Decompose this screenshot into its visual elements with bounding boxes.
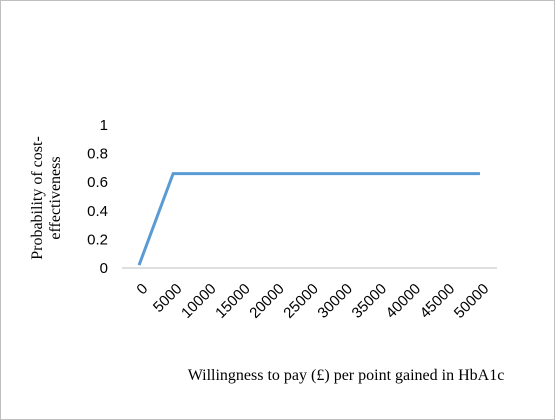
y-tick-label: 0 — [100, 260, 108, 277]
y-tick-label: 0.8 — [87, 146, 108, 163]
y-tick-label: 1 — [100, 117, 108, 134]
data-line — [137, 172, 480, 266]
y-axis-label: Probability of cost- effectiveness — [29, 136, 64, 260]
y-axis-label-line: Probability of cost- — [29, 136, 46, 260]
y-axis-label-line: effectiveness — [47, 156, 64, 239]
y-tick-label: 0.4 — [87, 203, 108, 220]
x-axis-label: Willingness to pay (£) per point gained … — [188, 367, 505, 384]
y-tick-label: 0.2 — [87, 231, 108, 248]
y-tick-label: 0.6 — [87, 174, 108, 191]
